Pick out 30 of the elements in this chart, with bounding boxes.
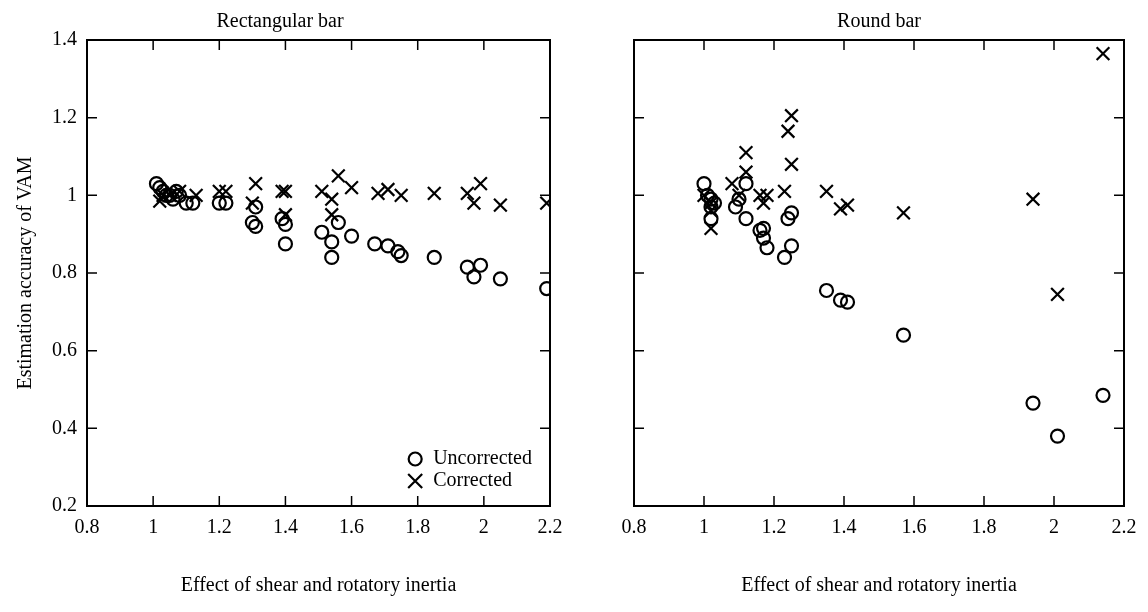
- y-tick-label: 1: [67, 182, 77, 205]
- y-tick-label: 0.8: [52, 260, 77, 283]
- chart-title: Round bar: [837, 9, 922, 32]
- x-tick-label: 2.2: [1111, 515, 1137, 538]
- x-tick-label: 1.4: [272, 515, 298, 538]
- x-tick-label: 1.2: [761, 515, 787, 538]
- x-axis-title: Effect of shear and rotatory inertia: [180, 573, 457, 597]
- x-tick-label: 2: [1049, 515, 1059, 538]
- y-tick-label: 0.4: [52, 415, 77, 438]
- x-tick-label: 0.8: [74, 515, 100, 538]
- y-tick-label: 0.2: [52, 493, 77, 516]
- x-tick-label: 1.6: [339, 515, 365, 538]
- x-tick-label: 1.2: [206, 515, 232, 538]
- x-tick-label: 1: [148, 515, 159, 538]
- x-tick-label: 0.8: [621, 515, 647, 538]
- x-axis-title: Effect of shear and rotatory inertia: [741, 573, 1017, 597]
- y-axis-title: Estimation accuracy of VAM: [13, 156, 37, 390]
- chart-title: Rectangular bar: [216, 9, 344, 33]
- x-tick-label: 2: [478, 515, 489, 538]
- x-tick-label: 1: [699, 515, 709, 538]
- x-tick-label: 1.8: [405, 515, 431, 538]
- x-tick-label: 1.6: [901, 515, 927, 538]
- legend-label: Corrected: [433, 468, 513, 491]
- x-tick-label: 2.2: [537, 515, 563, 538]
- x-tick-label: 1.4: [831, 515, 857, 538]
- y-tick-label: 1.4: [52, 27, 77, 50]
- y-tick-label: 0.6: [52, 337, 77, 360]
- y-tick-label: 1.2: [52, 104, 77, 127]
- legend-label: Uncorrected: [433, 446, 532, 469]
- x-tick-label: 1.8: [971, 515, 997, 538]
